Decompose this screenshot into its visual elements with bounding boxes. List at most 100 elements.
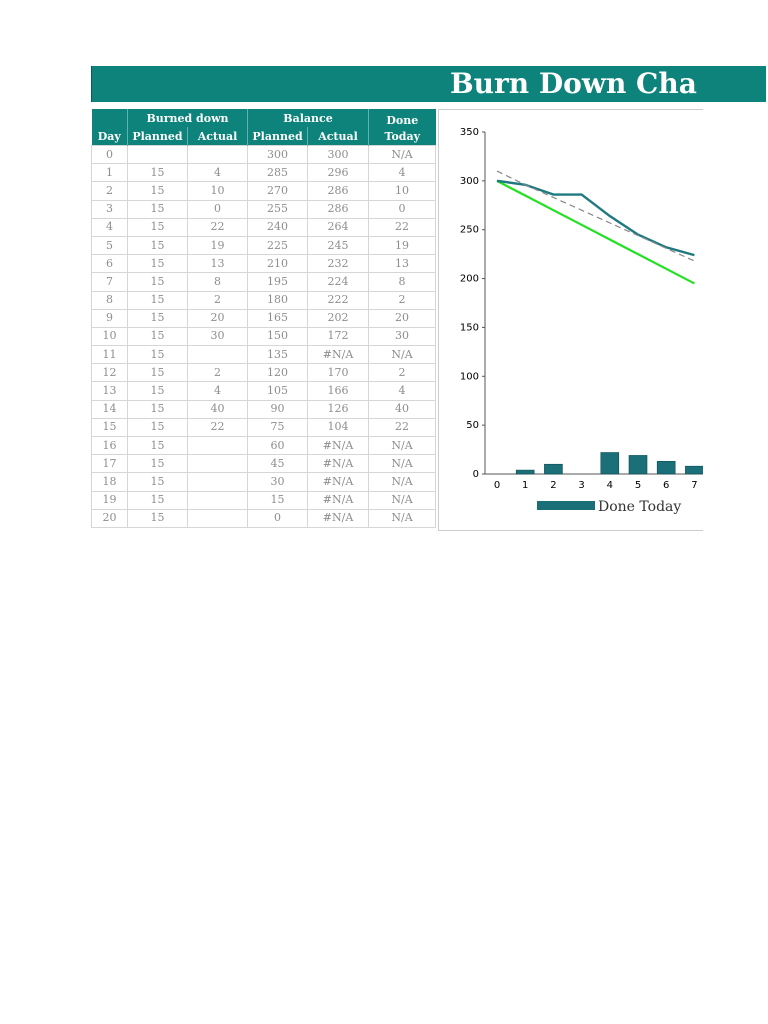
- cell-bal-actual: 286: [307, 181, 370, 201]
- cell-bal-planned: 45: [247, 454, 309, 474]
- cell-bal-actual: 264: [307, 217, 370, 237]
- cell-done-today: 0: [368, 199, 437, 219]
- cell-bal-actual: 286: [307, 199, 370, 219]
- cell-bd-actual: 10: [186, 181, 249, 201]
- cell-bd-planned: 15: [127, 345, 188, 365]
- cell-bal-planned: 210: [247, 254, 309, 274]
- y-tick-label: 100: [460, 371, 479, 382]
- bar-done-today: [685, 465, 703, 475]
- table-row: 10 15 30 150 172 30: [91, 326, 437, 347]
- table-row: 7 15 8 195 224 8: [91, 272, 437, 292]
- cell-day: 2: [91, 181, 128, 201]
- cell-bd-actual: [186, 345, 249, 365]
- cell-day: 20: [91, 508, 128, 528]
- cell-day: 9: [91, 308, 128, 328]
- legend-label-done-today: Done Today: [598, 499, 681, 515]
- header-bal-planned: Planned: [247, 127, 308, 146]
- table-row: 12 15 2 120 170 2: [91, 363, 437, 383]
- cell-bal-actual: #N/A: [307, 472, 370, 492]
- cell-day: 6: [91, 254, 128, 274]
- cell-done-today: N/A: [368, 144, 437, 165]
- header-day: Day: [91, 127, 128, 146]
- cell-bd-actual: 19: [186, 235, 249, 256]
- cell-done-today: 30: [368, 326, 437, 347]
- cell-bd-planned: 15: [127, 326, 188, 347]
- y-tick-label: 50: [466, 420, 479, 431]
- cell-done-today: 8: [368, 272, 437, 292]
- cell-bd-actual: [186, 508, 249, 528]
- cell-day: 11: [91, 345, 128, 365]
- cell-bal-actual: 296: [307, 163, 370, 183]
- cell-bal-actual: #N/A: [307, 508, 370, 528]
- cell-done-today: N/A: [368, 490, 437, 510]
- cell-done-today: 10: [368, 181, 437, 201]
- title-bar: Burn Down Cha: [91, 66, 766, 102]
- y-tick-label: 250: [460, 225, 479, 236]
- y-tick-label: 300: [460, 176, 479, 187]
- bar-done-today: [656, 460, 676, 475]
- cell-done-today: 19: [368, 235, 437, 256]
- cell-bd-actual: 22: [186, 417, 249, 438]
- table-row: 13 15 4 105 166 4: [91, 381, 437, 401]
- cell-bal-actual: 245: [307, 235, 370, 256]
- bar-done-today: [515, 469, 535, 475]
- cell-bd-actual: 0: [186, 199, 249, 219]
- cell-bd-actual: [186, 435, 249, 456]
- cell-bal-actual: #N/A: [307, 435, 370, 456]
- cell-bd-planned: 15: [127, 363, 188, 383]
- cell-bd-planned: 15: [127, 290, 188, 310]
- cell-bd-planned: 15: [127, 163, 188, 183]
- table-row: 17 15 45 #N/A N/A: [91, 454, 437, 474]
- cell-bal-actual: 202: [307, 308, 370, 328]
- cell-bal-planned: 225: [247, 235, 309, 256]
- cell-day: 4: [91, 217, 128, 237]
- cell-bal-actual: #N/A: [307, 454, 370, 474]
- table-row: 20 15 0 #N/A N/A: [91, 508, 437, 528]
- cell-bal-actual: 126: [307, 399, 370, 419]
- header-done: Done: [368, 109, 436, 127]
- cell-day: 7: [91, 272, 128, 292]
- cell-bd-planned: [127, 144, 188, 165]
- actual-balance-line: [496, 179, 695, 257]
- cell-bd-planned: 15: [127, 508, 188, 528]
- cell-bal-planned: 285: [247, 163, 309, 183]
- cell-bd-planned: 15: [127, 381, 188, 401]
- cell-done-today: 22: [368, 217, 437, 237]
- cell-day: 16: [91, 435, 128, 456]
- cell-bal-actual: #N/A: [307, 345, 370, 365]
- bar-done-today: [628, 455, 648, 475]
- header-bd-planned: Planned: [127, 127, 188, 146]
- cell-done-today: N/A: [368, 508, 437, 528]
- x-tick-label: 1: [522, 480, 528, 491]
- cell-bal-actual: 224: [307, 272, 370, 292]
- cell-done-today: 20: [368, 308, 437, 328]
- chart-svg: 0 50 100 150 200 250 300 350 0 1 2 3 4 5 6 7 Done Toda…: [460, 127, 703, 515]
- cell-done-today: 13: [368, 254, 437, 274]
- header-burned-down: Burned down: [126, 109, 248, 127]
- cell-day: 19: [91, 490, 128, 510]
- table-row: 19 15 15 #N/A N/A: [91, 490, 437, 510]
- table-row: 4 15 22 240 264 22: [91, 217, 437, 237]
- cell-day: 1: [91, 163, 128, 183]
- table-row: 16 15 60 #N/A N/A: [91, 435, 437, 456]
- y-tick-label: 150: [460, 322, 479, 333]
- cell-bal-planned: 300: [247, 144, 309, 165]
- cell-bal-planned: 150: [247, 326, 309, 347]
- cell-bal-planned: 255: [247, 199, 309, 219]
- cell-bal-planned: 195: [247, 272, 309, 292]
- cell-day: 3: [91, 199, 128, 219]
- trend-line: [496, 170, 695, 262]
- cell-day: 8: [91, 290, 128, 310]
- cell-bd-actual: 13: [186, 254, 249, 274]
- bar-done-today: [600, 452, 620, 475]
- cell-bd-actual: 2: [186, 290, 249, 310]
- cell-bd-planned: 15: [127, 435, 188, 456]
- cell-bal-planned: 75: [247, 417, 309, 438]
- cell-day: 17: [91, 454, 128, 474]
- x-tick-label: 4: [607, 480, 613, 491]
- y-tick-label: 0: [473, 469, 479, 480]
- cell-bd-actual: 30: [186, 326, 249, 347]
- header-bal-actual: Actual: [307, 127, 369, 146]
- sheet-title: Burn Down Cha: [450, 67, 697, 100]
- cell-bal-actual: 104: [307, 417, 370, 438]
